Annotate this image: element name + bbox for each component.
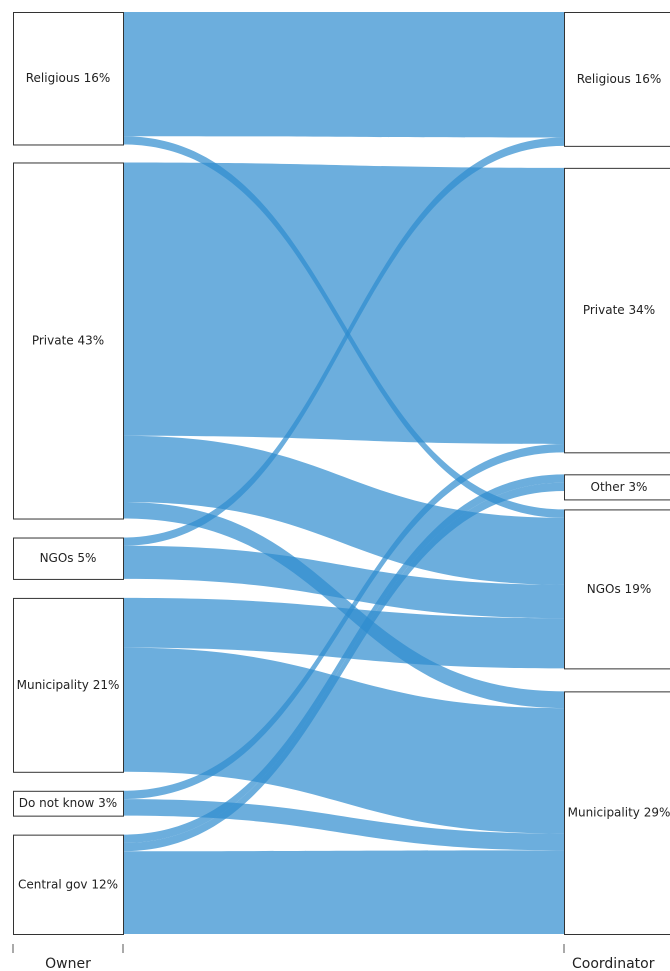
flow-o_pri-to-c_ngo-3: [123, 435, 564, 585]
flow-o_ngo-to-c_ngo-6: [123, 545, 564, 619]
coordinator-node-c_oth: Other 3%: [564, 474, 670, 501]
node-label: Municipality 21%: [17, 678, 120, 692]
coordinator-node-c_mun: Municipality 29%: [564, 691, 670, 935]
node-label: Religious 16%: [26, 71, 111, 85]
node-label: NGOs 19%: [587, 582, 651, 596]
axis-layer: Owner Coordinator: [12, 944, 655, 971]
node-label: Do not know 3%: [19, 796, 117, 810]
coordinator-column-title: Coordinator: [572, 956, 655, 971]
flow-o_mun-to-c_mun-8: [123, 647, 564, 834]
node-box: [13, 537, 124, 580]
coordinator-node-c_pri: Private 34%: [564, 167, 670, 454]
owner-node-o_mun: Municipality 21%: [13, 597, 124, 773]
owner-column-title: Owner: [45, 956, 91, 971]
node-label: Religious 16%: [577, 72, 662, 86]
node-box: [564, 474, 670, 501]
flow-o_mun-to-c_ngo-7: [123, 597, 564, 669]
node-box: [564, 509, 670, 670]
node-box: [13, 597, 124, 773]
node-label: Municipality 29%: [568, 806, 670, 820]
flow-o_cen-to-c_oth-11: [123, 474, 564, 843]
links-layer: [123, 12, 564, 934]
flow-o_cen-to-c_mun-13: [123, 850, 564, 934]
node-label: Other 3%: [591, 480, 648, 494]
node-label: Private 43%: [32, 334, 104, 348]
flow-o_cen-to-c_oth-12: [123, 482, 564, 852]
node-box: [13, 12, 124, 146]
flow-o_pri-to-c_pri-2: [123, 162, 564, 444]
owner-node-o_rel: Religious 16%: [13, 12, 124, 146]
node-box: [13, 162, 124, 520]
owner-node-o_ngo: NGOs 5%: [13, 537, 124, 580]
coordinator-node-c_rel: Religious 16%: [564, 12, 670, 147]
node-box: [564, 167, 670, 454]
node-label: Private 34%: [583, 303, 655, 317]
flow-o_pri-to-c_mun-4: [123, 501, 564, 709]
node-label: Central gov 12%: [18, 877, 118, 891]
owner-node-o_pri: Private 43%: [13, 162, 124, 520]
coordinator-node-c_ngo: NGOs 19%: [564, 509, 670, 670]
flow-o_dnk-to-c_pri-9: [123, 443, 564, 800]
owner-node-o_cen: Central gov 12%: [13, 834, 124, 936]
node-label: NGOs 5%: [40, 551, 97, 565]
owner-node-o_dnk: Do not know 3%: [13, 790, 124, 817]
flow-o_rel-to-c_rel-0: [123, 12, 564, 138]
nodes-layer: Religious 16% Private 43% NGOs 5% Municipal…: [13, 12, 670, 936]
node-box: [13, 790, 124, 817]
node-box: [13, 834, 124, 936]
node-box: [564, 12, 670, 147]
node-box: [564, 691, 670, 935]
flow-o_ngo-to-c_rel-5: [123, 137, 564, 546]
